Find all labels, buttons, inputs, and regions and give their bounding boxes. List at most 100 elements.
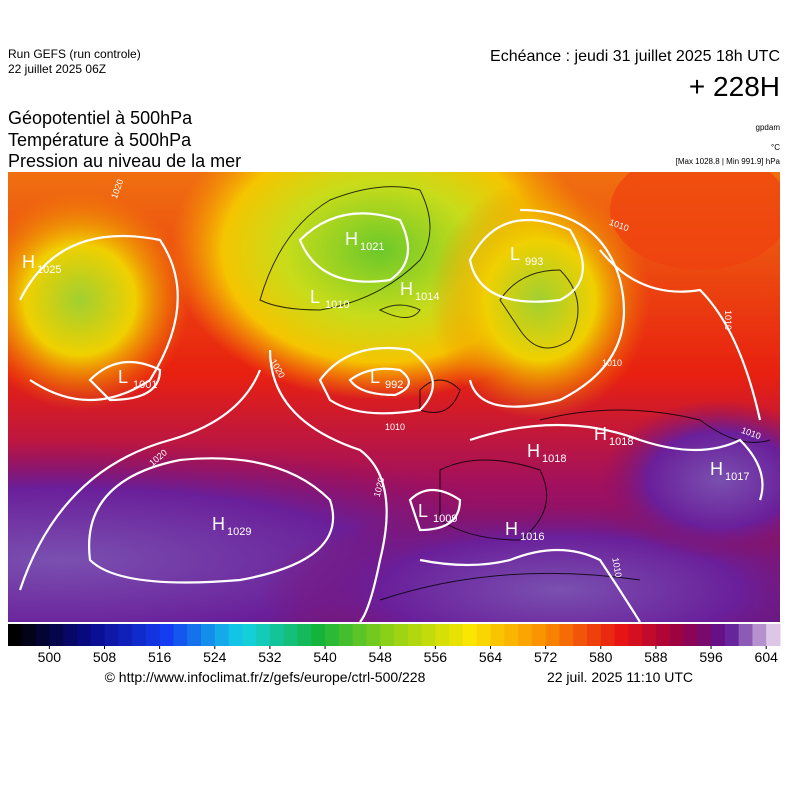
colorbar-swatch <box>752 624 767 646</box>
center-kind: L <box>370 367 380 387</box>
colorbar-swatch <box>462 624 478 646</box>
unit: gpdam <box>756 123 781 132</box>
center-kind: L <box>418 501 428 521</box>
colorbar-tick-label: 580 <box>589 649 613 665</box>
center-kind: H <box>212 514 225 534</box>
colorbar-tick-label: 508 <box>93 649 117 665</box>
colorbar-swatch <box>490 624 505 646</box>
colorbar-tick-label: 540 <box>313 649 337 665</box>
map <box>8 172 780 622</box>
center-value: 1010 <box>325 299 349 311</box>
colorbar-tick-label: 604 <box>755 649 779 665</box>
colorbar-swatch <box>187 624 202 646</box>
colorbar-swatch <box>614 624 629 646</box>
center-value: 1021 <box>360 241 384 253</box>
colorbar-swatch <box>35 624 50 646</box>
colorbar-swatch <box>518 624 533 646</box>
colorbar-swatch <box>449 624 464 646</box>
colorbar-swatch <box>407 624 423 646</box>
colorbar-swatch <box>545 624 560 646</box>
center-kind: H <box>505 519 518 539</box>
title: Température à 500hPa <box>8 130 192 150</box>
colorbar-swatch <box>711 624 726 646</box>
isobar-label: 1010 <box>602 358 622 368</box>
colorbar-swatch <box>628 624 643 646</box>
colorbar-swatch <box>201 624 216 646</box>
colorbar-tick-label: 556 <box>424 649 448 665</box>
colorbar-swatch <box>338 624 354 646</box>
colorbar-swatch <box>49 624 64 646</box>
center-kind: H <box>594 424 607 444</box>
colorbar-swatch <box>380 624 395 646</box>
colorbar-swatch <box>132 624 147 646</box>
colorbar-swatch <box>655 624 671 646</box>
center-kind: H <box>345 229 358 249</box>
colorbar-swatch <box>394 624 409 646</box>
colorbar-swatch <box>476 624 491 646</box>
center-value: 1018 <box>609 436 633 448</box>
colorbar-tick-label: 548 <box>369 649 393 665</box>
isobar-label: 1010 <box>610 557 623 578</box>
colorbar-tick-label: 572 <box>534 649 558 665</box>
center-value: 1029 <box>227 526 251 538</box>
center-value: 1016 <box>520 531 544 543</box>
center-kind: L <box>118 367 128 387</box>
colorbar-swatch <box>297 624 312 646</box>
colorbar-swatch <box>421 624 436 646</box>
colorbar-swatch <box>173 624 188 646</box>
colorbar-swatch <box>269 624 285 646</box>
unit: °C <box>771 143 780 152</box>
colorbar-swatch <box>435 624 450 646</box>
center-kind: H <box>400 279 413 299</box>
colorbar-swatch <box>76 624 92 646</box>
center-value: 1025 <box>37 264 61 276</box>
lead-time: + 228H <box>689 71 780 102</box>
colorbar-tick-label: 596 <box>699 649 723 665</box>
colorbar-tick-label: 524 <box>203 649 227 665</box>
colorbar-swatch <box>531 624 547 646</box>
colorbar-swatch <box>504 624 519 646</box>
colorbar-swatch <box>311 624 326 646</box>
colorbar-swatch <box>104 624 119 646</box>
colorbar-swatch <box>90 624 105 646</box>
colorbar-swatch <box>118 624 133 646</box>
pressure-range: [Max 1028.8 | Min 991.9] hPa <box>676 157 781 166</box>
center-value: 992 <box>385 379 403 391</box>
source-url: © http://www.infoclimat.fr/z/gefs/europe… <box>105 669 426 685</box>
colorbar-swatch <box>8 624 23 646</box>
colorbar-swatch <box>325 624 340 646</box>
colorbar-tick-label: 532 <box>258 649 282 665</box>
center-value: 1014 <box>415 291 439 303</box>
colorbar-swatch <box>283 624 298 646</box>
center-value: 1017 <box>725 471 749 483</box>
isobar-label: 1010 <box>723 310 733 330</box>
colorbar-swatch <box>697 624 712 646</box>
center-value: 1018 <box>542 453 566 465</box>
colorbar: 500 508 516 524 532 540 548 556 564 572 580 588 596 6… <box>8 624 781 665</box>
run-date: 22 juillet 2025 06Z <box>8 62 106 76</box>
center-value: 993 <box>525 256 543 268</box>
title: Géopotentiel à 500hPa <box>8 108 193 128</box>
colorbar-swatch <box>145 624 161 646</box>
colorbar-tick-label: 500 <box>38 649 62 665</box>
colorbar-swatch <box>63 624 78 646</box>
colorbar-swatch <box>587 624 602 646</box>
center-kind: L <box>310 287 320 307</box>
colorbar-swatch <box>159 624 174 646</box>
colorbar-swatch <box>242 624 257 646</box>
timestamp: 22 juil. 2025 11:10 UTC <box>547 669 693 685</box>
isobar-label: 1010 <box>385 422 405 432</box>
colorbar-swatch <box>228 624 243 646</box>
colorbar-swatch <box>600 624 616 646</box>
colorbar-swatch <box>256 624 271 646</box>
colorbar-swatch <box>559 624 574 646</box>
colorbar-swatch <box>642 624 657 646</box>
colorbar-swatch <box>352 624 367 646</box>
colorbar-swatch <box>21 624 37 646</box>
run: Run GEFS (run controle) <box>8 47 141 61</box>
colorbar-tick-label: 516 <box>148 649 172 665</box>
colorbar-swatch <box>724 624 740 646</box>
center-value: 1009 <box>433 513 457 525</box>
colorbar-swatch <box>573 624 588 646</box>
